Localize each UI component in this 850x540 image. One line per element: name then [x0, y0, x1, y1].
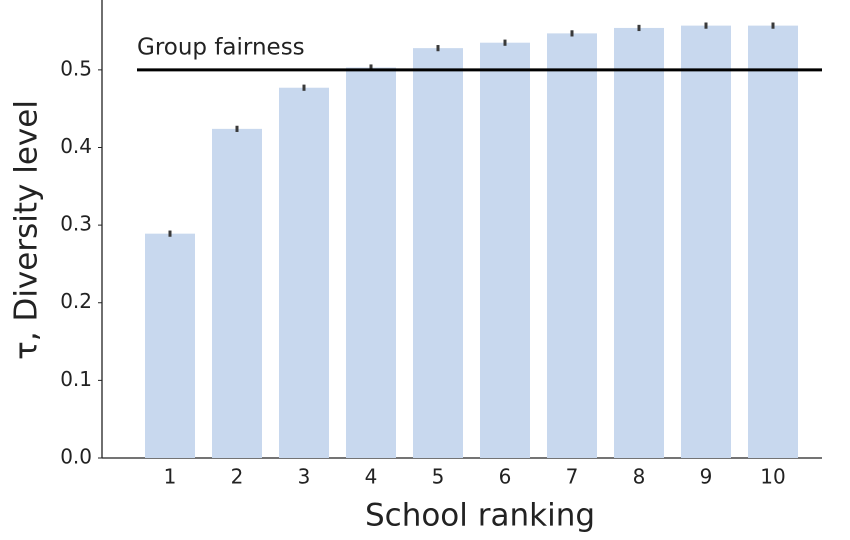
- reference-label: Group fairness: [137, 34, 305, 60]
- bar: [145, 233, 195, 458]
- bar: [279, 87, 329, 459]
- y-tick-label: 0.3: [60, 212, 92, 236]
- y-tick-label: 0.0: [60, 445, 92, 469]
- x-tick-label: 1: [164, 465, 177, 489]
- x-tick-label: 7: [566, 465, 579, 489]
- y-tick-label: 0.4: [60, 134, 92, 158]
- x-axis-label: School ranking: [365, 498, 595, 534]
- x-tick-label: 9: [700, 465, 713, 489]
- y-tick-label: 0.2: [60, 289, 92, 313]
- bar: [480, 42, 530, 458]
- bar: [681, 25, 731, 459]
- x-tick-label: 4: [365, 465, 378, 489]
- x-tick-label: 5: [432, 465, 445, 489]
- x-tick-label: 3: [298, 465, 311, 489]
- bar: [212, 128, 262, 458]
- x-tick-label: 8: [633, 465, 646, 489]
- y-axis-label: τ, Diversity level: [9, 100, 45, 360]
- x-tick-label: 10: [760, 465, 785, 489]
- bar: [614, 27, 664, 458]
- y-tick-label: 0.1: [60, 367, 92, 391]
- x-tick-label: 6: [499, 465, 512, 489]
- y-tick-label: 0.5: [60, 56, 92, 80]
- bar: [748, 25, 798, 459]
- bar: [346, 67, 396, 459]
- x-tick-label: 2: [231, 465, 244, 489]
- bar: [547, 33, 597, 458]
- bar: [413, 48, 463, 458]
